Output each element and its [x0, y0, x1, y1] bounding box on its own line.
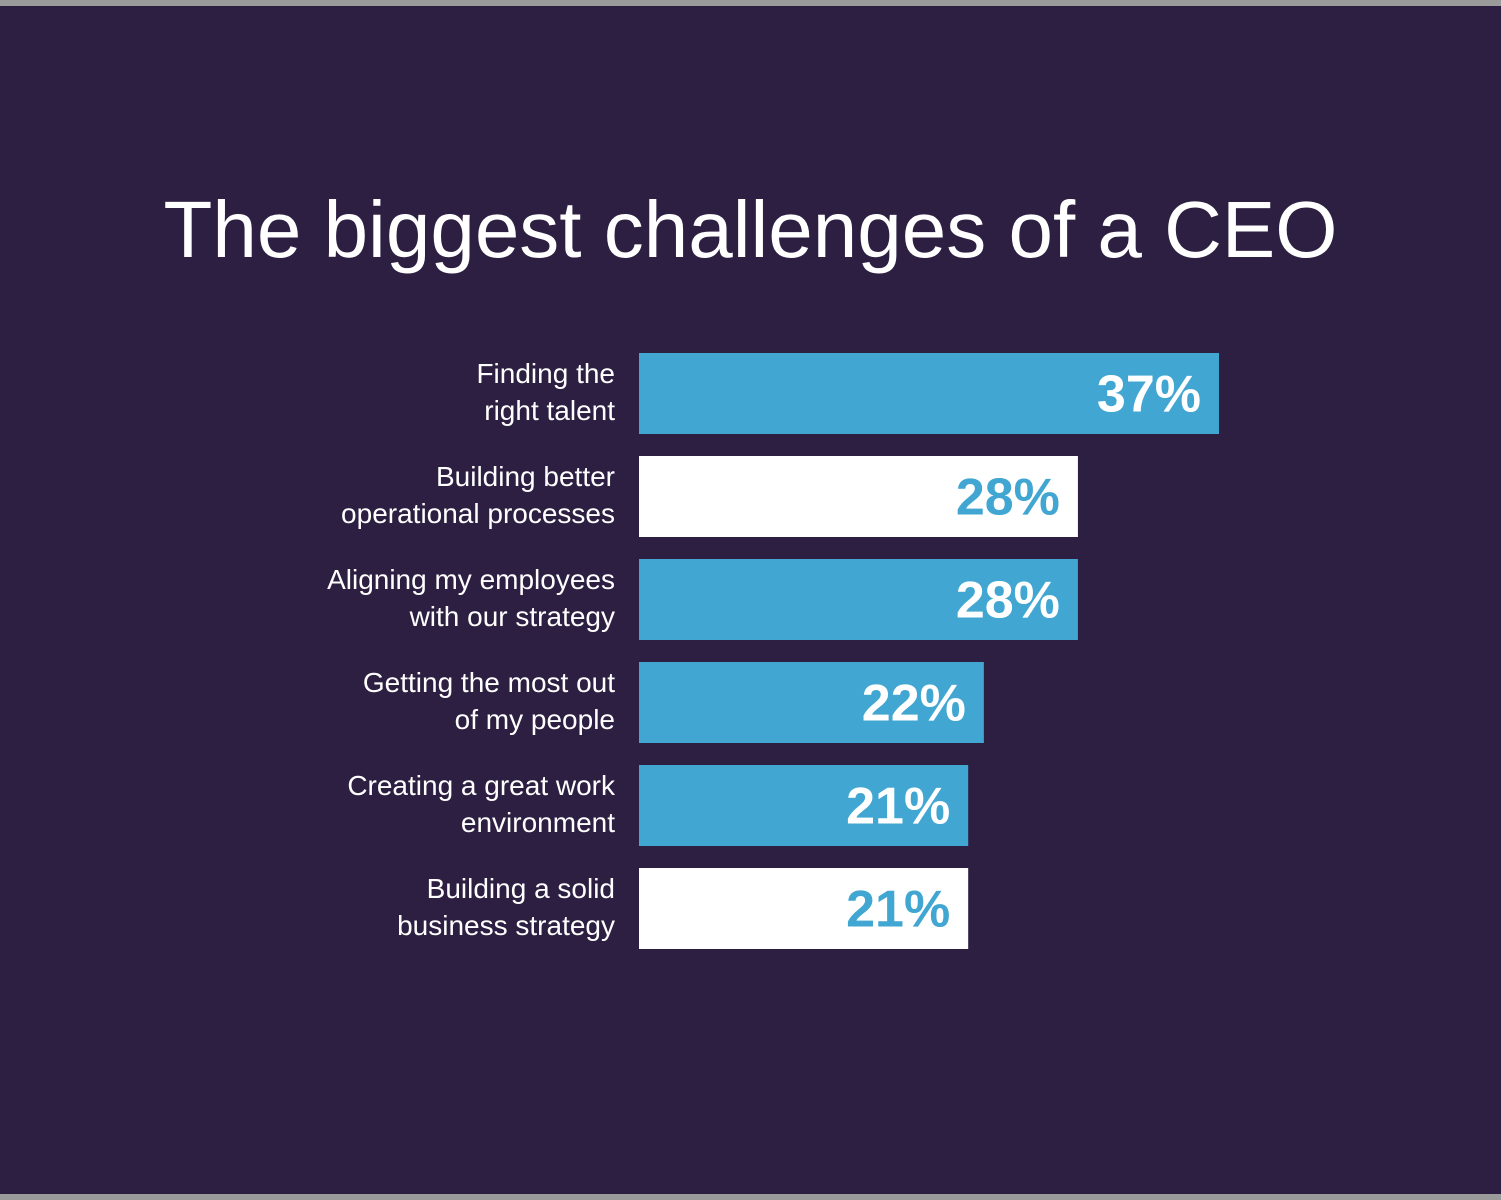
- value-label-1: 37%: [1097, 366, 1201, 424]
- category-label-4: Getting the most out of my people: [363, 667, 615, 735]
- bar-4: [639, 662, 984, 743]
- category-label-line: Building better: [436, 461, 615, 492]
- category-label-line: Getting the most out: [363, 667, 615, 698]
- value-label-6: 21%: [846, 881, 950, 939]
- category-label-line: with our strategy: [409, 601, 615, 632]
- bar-5: [639, 765, 969, 846]
- category-label-line: right talent: [484, 395, 615, 426]
- category-label-6: Building a solid business strategy: [397, 873, 615, 941]
- category-label-1: Finding the right talent: [476, 358, 615, 426]
- category-label-2: Building better operational processes: [341, 461, 615, 529]
- value-label-2: 28%: [956, 469, 1060, 527]
- value-label-5: 21%: [846, 778, 950, 836]
- category-label-line: Creating a great work: [347, 770, 616, 801]
- value-label-4: 22%: [862, 675, 966, 733]
- category-label-line: operational processes: [341, 498, 615, 529]
- value-label-3: 28%: [956, 572, 1060, 630]
- category-label-line: Finding the: [476, 358, 615, 389]
- bar-1: [639, 353, 1219, 434]
- chart-title: The biggest challenges of a CEO: [163, 185, 1338, 274]
- slide: The biggest challenges of a CEO: [0, 6, 1501, 1194]
- category-label-line: Building a solid: [427, 873, 615, 904]
- category-label-line: of my people: [455, 704, 615, 735]
- category-label-3: Aligning my employees with our strategy: [327, 564, 615, 632]
- category-label-line: Aligning my employees: [327, 564, 615, 595]
- category-label-5: Creating a great work environment: [347, 770, 616, 838]
- bar-6: [639, 868, 969, 949]
- bar-3: [639, 559, 1078, 640]
- category-label-line: business strategy: [397, 910, 615, 941]
- bar-2: [639, 456, 1078, 537]
- category-label-line: environment: [461, 807, 615, 838]
